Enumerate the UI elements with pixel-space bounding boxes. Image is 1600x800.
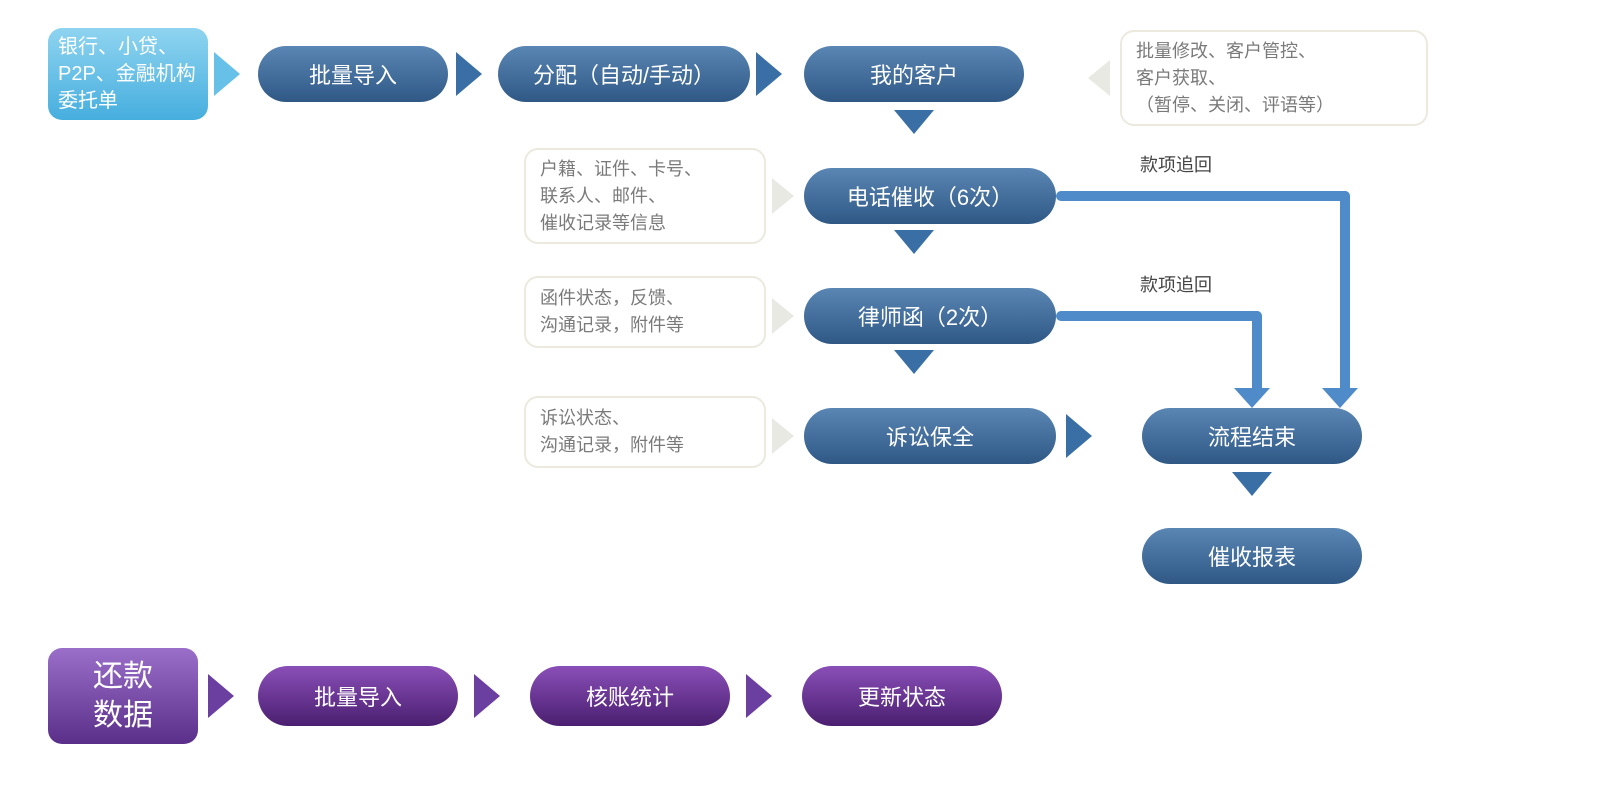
arrow-right-icon — [474, 674, 500, 718]
node-assign: 分配（自动/手动） — [498, 46, 750, 102]
arrow-down-icon — [894, 350, 934, 374]
return-label-0: 款项追回 — [1140, 150, 1260, 178]
arrow-right-icon — [214, 52, 240, 96]
infobox-info_actions: 批量修改、客户管控、 客户获取、 （暂停、关闭、评语等） — [1120, 30, 1428, 126]
node-batch_import: 批量导入 — [258, 46, 448, 102]
arrow-right-icon — [756, 52, 782, 96]
return-line-h-1 — [1056, 311, 1262, 321]
arrow-right-icon — [772, 418, 794, 454]
return-line-v-1 — [1252, 311, 1262, 399]
arrow-right-icon — [208, 674, 234, 718]
node-lawyer_letter: 律师函（2次） — [804, 288, 1056, 344]
arrow-right-icon — [1066, 414, 1092, 458]
start-box-bottom: 还款 数据 — [48, 648, 198, 744]
infobox-info_letter: 函件状态，反馈、 沟通记录，附件等 — [524, 276, 766, 348]
flowchart-stage: 银行、小贷、P2P、金融机构委托单批量导入分配（自动/手动）我的客户电话催收（6… — [0, 0, 1600, 800]
arrow-right-icon — [772, 298, 794, 334]
node-b_import: 批量导入 — [258, 666, 458, 726]
node-b_update: 更新状态 — [802, 666, 1002, 726]
start-box-top: 银行、小贷、P2P、金融机构委托单 — [48, 28, 208, 120]
arrow-down-icon — [894, 230, 934, 254]
node-flow_end: 流程结束 — [1142, 408, 1362, 464]
infobox-info_litig: 诉讼状态、 沟通记录，附件等 — [524, 396, 766, 468]
arrow-right-icon — [772, 178, 794, 214]
node-litigation: 诉讼保全 — [804, 408, 1056, 464]
arrow-down-icon — [1234, 388, 1270, 408]
node-my_customer: 我的客户 — [804, 46, 1024, 102]
infobox-info_data: 户籍、证件、卡号、 联系人、邮件、 催收记录等信息 — [524, 148, 766, 244]
arrow-down-icon — [1232, 472, 1272, 496]
return-line-v-0 — [1340, 191, 1350, 399]
return-line-h-0 — [1056, 191, 1350, 201]
arrow-left-icon — [1088, 60, 1110, 96]
return-label-1: 款项追回 — [1140, 270, 1260, 298]
arrow-right-icon — [456, 52, 482, 96]
node-phone_collect: 电话催收（6次） — [804, 168, 1056, 224]
arrow-right-icon — [746, 674, 772, 718]
arrow-down-icon — [1322, 388, 1358, 408]
node-report: 催收报表 — [1142, 528, 1362, 584]
arrow-down-icon — [894, 110, 934, 134]
node-b_audit: 核账统计 — [530, 666, 730, 726]
